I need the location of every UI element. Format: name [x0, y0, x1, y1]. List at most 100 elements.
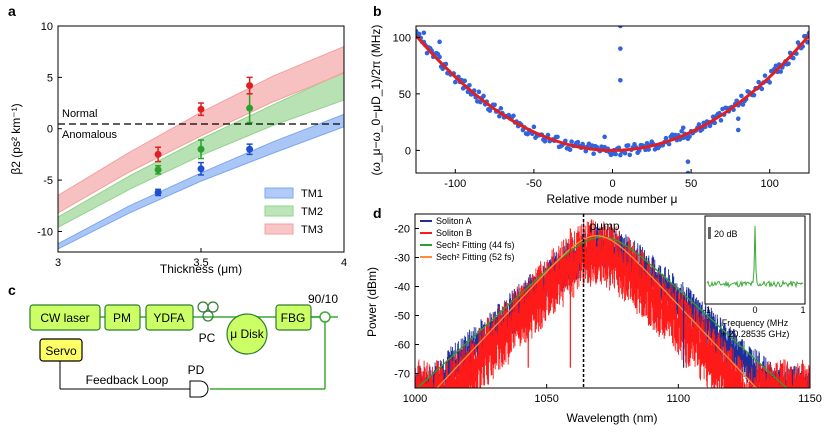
mode-point — [531, 124, 537, 130]
mode-point — [680, 125, 686, 131]
y-tick-label: 100 — [393, 32, 411, 44]
inset-scale-label: 20 dB — [714, 229, 738, 239]
mode-point — [467, 82, 472, 88]
y-tick-label: -50 — [394, 311, 410, 323]
y-tick-label: 10 — [41, 21, 53, 33]
inset-tick-label: 0 — [752, 305, 757, 315]
legend-tm2-label: TM2 — [301, 206, 323, 218]
mode-point — [602, 134, 607, 140]
mode-point — [511, 113, 516, 119]
x-tick-label: 1150 — [798, 393, 822, 405]
mode-point — [751, 92, 757, 98]
panel-d-frame — [414, 213, 811, 389]
y-tick-label: -60 — [394, 340, 410, 352]
mode-point — [759, 86, 765, 92]
mode-point — [627, 152, 633, 158]
pc-loop-icon — [207, 301, 219, 313]
mode-point — [416, 31, 422, 37]
panel-d-label: d — [373, 205, 382, 221]
mode-point — [618, 26, 623, 29]
coupler-label: 90/10 — [308, 292, 338, 306]
data-point-tm1 — [246, 145, 254, 153]
panel-a-label: a — [8, 3, 16, 19]
x-tick-label: 1100 — [667, 393, 691, 405]
y-tick-label: 0 — [47, 124, 53, 136]
band-tm3 — [58, 46, 344, 214]
inset-xlabel: Frequency (MHz — [722, 318, 789, 328]
y-tick-label: -10 — [37, 226, 53, 238]
mode-point — [663, 135, 669, 141]
x-tick-label: -100 — [444, 178, 466, 190]
panel-b-ylabel: (ω_μ−ω_0−μD_1)/2π (MHz) — [369, 25, 383, 176]
mode-point — [421, 30, 427, 36]
band-tm1 — [58, 113, 344, 250]
legend-soliton-b-label: Soliton B — [436, 228, 472, 238]
data-point-tm3 — [246, 82, 254, 90]
y-tick-label: 0 — [405, 145, 411, 157]
mode-point — [806, 30, 809, 36]
x-tick-label: 100 — [761, 178, 779, 190]
ydfa-label: YDFA — [153, 311, 184, 325]
x-tick-label: 50 — [685, 178, 697, 190]
legend-fit-44-label: Sech² Fitting (44 fs) — [436, 240, 515, 250]
panel-b-points — [416, 26, 809, 173]
pc-label: PC — [199, 331, 216, 345]
mode-point — [492, 102, 497, 108]
mode-point — [756, 79, 761, 85]
mode-point — [685, 159, 691, 164]
mode-point — [437, 39, 442, 45]
anomalous-label: Anomalous — [62, 129, 118, 141]
mode-point — [767, 80, 772, 85]
panel-a-xlabel: Thickness (μm) — [160, 262, 242, 276]
mode-point — [453, 79, 458, 85]
soliton-b-spectrum — [415, 219, 810, 388]
mode-point — [739, 93, 744, 99]
photodiode-icon — [189, 380, 209, 398]
legend-fit-52-label: Sech² Fitting (52 fs) — [436, 252, 515, 262]
x-tick-label: 1000 — [403, 393, 427, 405]
mode-point — [481, 93, 486, 99]
mode-point — [718, 118, 724, 123]
pm-label: PM — [113, 311, 131, 325]
mode-point — [666, 141, 672, 147]
legend-soliton-a-label: Soliton A — [436, 216, 472, 226]
data-point-tm2 — [154, 166, 162, 174]
microdisk-label: μ Disk — [230, 327, 265, 341]
mode-point — [575, 139, 581, 145]
panel-d-legend: Soliton A Soliton B Sech² Fitting (44 fs… — [420, 216, 515, 262]
mode-point — [622, 150, 628, 156]
mode-point — [498, 106, 504, 111]
mode-point — [567, 147, 573, 153]
microdisk-block — [226, 313, 268, 355]
mode-point — [740, 102, 746, 107]
panel-b-xlabel: Relative mode number μ — [547, 192, 678, 206]
mode-point — [762, 73, 768, 78]
mode-point — [462, 78, 468, 84]
mode-point — [555, 134, 560, 140]
pump-label: pump — [590, 219, 620, 233]
mode-point — [735, 127, 741, 133]
servo-block — [39, 338, 83, 362]
mode-point — [735, 116, 741, 122]
data-point-tm3 — [154, 150, 162, 158]
pd-label: PD — [188, 363, 205, 377]
fbg-block — [275, 304, 312, 331]
mode-point — [618, 46, 623, 51]
legend-tm1-label: TM1 — [301, 188, 323, 200]
mode-point — [696, 122, 702, 127]
mode-point — [569, 139, 574, 144]
pc-loop-icon — [202, 310, 214, 322]
inset-tick-label: -1 — [703, 305, 711, 315]
ydfa-block — [145, 304, 194, 331]
y-tick-label: -5 — [43, 175, 53, 187]
x-tick-label: 3 — [55, 257, 61, 269]
data-point-tm1 — [197, 165, 205, 173]
inset-xlabel-2: + 20.28535 GHz) — [721, 329, 790, 339]
mode-point — [424, 50, 430, 56]
normal-label: Normal — [62, 108, 97, 120]
data-point-tm3 — [197, 105, 205, 113]
x-tick-label: 1050 — [534, 393, 558, 405]
cw-laser-block — [29, 304, 101, 331]
legend-tm3-swatch — [264, 223, 294, 235]
mode-point — [625, 143, 631, 148]
